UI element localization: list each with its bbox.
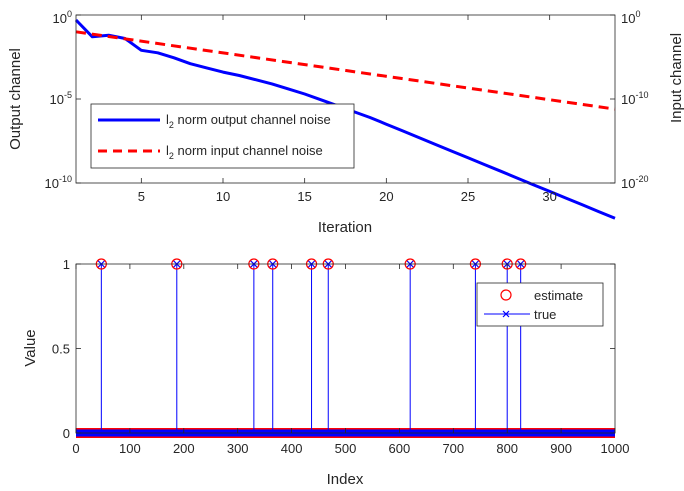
bottom-x-ticks: 0 100 200 300 400 500 600 700 800 900 1000 [72, 264, 629, 456]
legend-label-estimate: estimate [534, 288, 583, 303]
x-tick-label: 200 [173, 441, 195, 456]
y-tick-label: 1 [63, 257, 70, 272]
y-tick-label: 0.5 [52, 342, 70, 357]
y-tick-label: 0 [63, 426, 70, 441]
x-tick-label: 300 [227, 441, 249, 456]
legend-true-marker [502, 310, 510, 318]
x-tick-label: 900 [550, 441, 572, 456]
bottom-chart: 0 100 200 300 400 500 600 700 800 900 1000 00.51 I… [22, 257, 629, 488]
legend-estimate-marker [500, 289, 512, 301]
x-tick-label: 0 [72, 441, 79, 456]
top-x-ticks: 5 10 15 20 25 30 [138, 15, 557, 204]
x-tick-label: 700 [442, 441, 464, 456]
x-tick-label: 400 [281, 441, 303, 456]
bottom-legend-box [476, 282, 604, 327]
top-legend: l2 norm output channel noise l2 norm inp… [90, 103, 355, 169]
top-right-y-ticks: 100 10-10 10-20 [610, 9, 648, 191]
left-y-tick-label: 100 [53, 9, 72, 26]
bottom-y-ticks: 00.51 [52, 257, 615, 441]
top-x-axis-label: Iteration [318, 219, 372, 236]
series-line-input [75, 30, 616, 111]
right-y-tick-label: 10-20 [621, 174, 648, 191]
top-legend-box [90, 103, 355, 169]
right-y-tick-label: 10-10 [621, 90, 648, 107]
legend-label-true: true [534, 307, 556, 322]
legend-label-input: l2 norm input channel noise [166, 143, 323, 161]
bottom-x-axis-label: Index [327, 471, 364, 488]
left-y-tick-label: 10-5 [50, 90, 72, 107]
x-tick-label: 100 [119, 441, 141, 456]
x-tick-label: 30 [542, 189, 556, 204]
bottom-y-axis-label: Value [22, 329, 39, 366]
legend-label-output: l2 norm output channel noise [166, 112, 331, 130]
x-tick-label: 800 [496, 441, 518, 456]
x-tick-label: 25 [461, 189, 475, 204]
x-tick-label: 10 [216, 189, 230, 204]
x-tick-label: 600 [389, 441, 411, 456]
x-tick-label: 1000 [601, 441, 630, 456]
left-y-tick-label: 10-10 [45, 174, 72, 191]
x-tick-label: 5 [138, 189, 145, 204]
top-chart: 5 10 15 20 25 30 100 10-5 10-10 100 10-10 10-20 I… [7, 9, 684, 236]
x-tick-label: 20 [379, 189, 393, 204]
top-left-y-ticks: 100 10-5 10-10 [45, 9, 81, 191]
top-left-y-axis-label: Output channel [7, 48, 24, 150]
x-tick-label: 15 [297, 189, 311, 204]
x-tick-label: 500 [335, 441, 357, 456]
top-right-y-axis-label: Input channel [668, 33, 684, 123]
right-y-tick-label: 100 [621, 9, 640, 26]
bottom-legend: estimate true [476, 282, 604, 327]
